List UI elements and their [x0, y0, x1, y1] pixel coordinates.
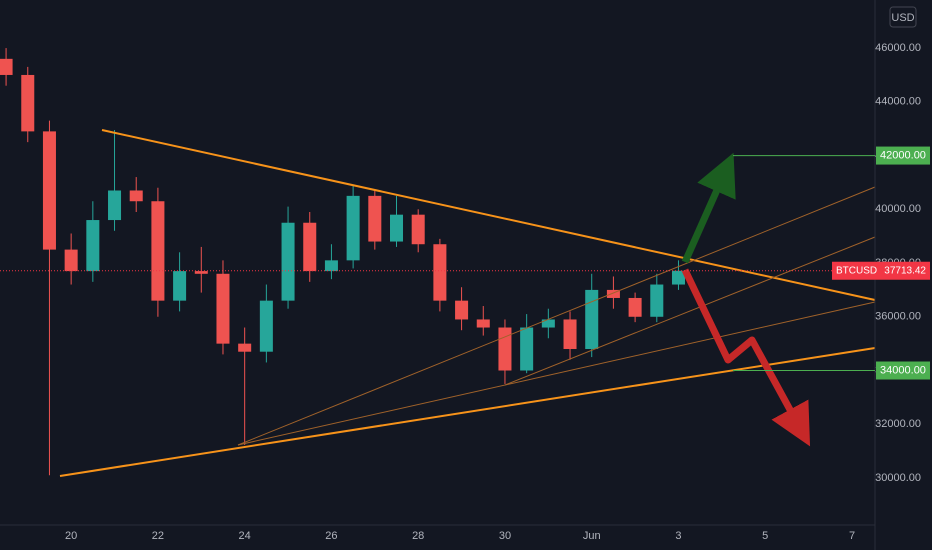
- candle-body: [671, 270, 685, 285]
- candle-body: [21, 74, 35, 132]
- candle-body: [42, 131, 56, 250]
- target-label: 34000.00: [880, 364, 926, 376]
- y-tick-label: 36000.00: [875, 311, 921, 323]
- candle-body: [411, 214, 425, 245]
- up-arrow: [681, 152, 736, 264]
- x-tick-label: 20: [65, 530, 77, 542]
- candle-body: [324, 260, 338, 272]
- candle-body: [520, 327, 534, 371]
- down-arrow: [681, 268, 811, 447]
- candle-body: [650, 284, 664, 317]
- drawings: [59, 129, 876, 477]
- candle-body: [346, 195, 360, 261]
- candle-body: [563, 319, 577, 350]
- candle-body: [628, 297, 642, 317]
- x-tick-label: 24: [239, 530, 251, 542]
- y-tick-label: 40000.00: [875, 203, 921, 215]
- y-tick-label: 32000.00: [875, 418, 921, 430]
- candle-body: [64, 249, 78, 272]
- y-tick-label: 44000.00: [875, 96, 921, 108]
- candle-body: [455, 300, 469, 320]
- candle-body: [476, 319, 490, 328]
- candle-body: [368, 195, 382, 242]
- currency: USD: [891, 12, 914, 24]
- fan-line: [504, 236, 876, 386]
- candle-body: [0, 58, 13, 75]
- candle-body: [238, 343, 252, 352]
- target-box: [876, 146, 930, 165]
- x-tick-label: 22: [152, 530, 164, 542]
- x-tick-label: 3: [675, 530, 681, 542]
- last-price: 37713.42: [884, 265, 926, 276]
- y-tick-label: 46000.00: [875, 42, 921, 54]
- trend-line: [101, 129, 876, 301]
- candle-body: [389, 214, 404, 242]
- fan-line: [237, 186, 876, 446]
- currency-button[interactable]: [889, 6, 917, 28]
- candle-body: [108, 190, 122, 221]
- candle-body: [303, 222, 317, 272]
- candle-body: [194, 271, 208, 274]
- target-label: 42000.00: [880, 149, 926, 161]
- candle-body: [151, 201, 165, 301]
- candle-body: [259, 300, 273, 352]
- candle-body: [606, 289, 620, 298]
- candle-body: [585, 289, 599, 350]
- x-tick-label: Jun: [583, 530, 601, 542]
- candle-body: [433, 244, 447, 301]
- candle-body: [86, 220, 100, 272]
- fan-line: [237, 301, 876, 446]
- x-tick-label: 30: [499, 530, 511, 542]
- candle-body: [173, 271, 187, 301]
- x-tick-label: 5: [762, 530, 768, 542]
- y-tick-label: 30000.00: [875, 472, 921, 484]
- target-box: [876, 361, 930, 380]
- candle-body: [541, 319, 555, 328]
- symbol: BTCUSD: [836, 265, 877, 276]
- x-tick-label: 7: [849, 530, 855, 542]
- candle-body: [216, 273, 230, 344]
- x-tick-label: 28: [412, 530, 424, 542]
- candle-body: [129, 190, 143, 202]
- trend-line: [59, 347, 876, 477]
- candle-body: [281, 222, 295, 301]
- x-tick-label: 26: [325, 530, 337, 542]
- candle-body: [498, 327, 512, 371]
- last-price-box: [832, 261, 930, 280]
